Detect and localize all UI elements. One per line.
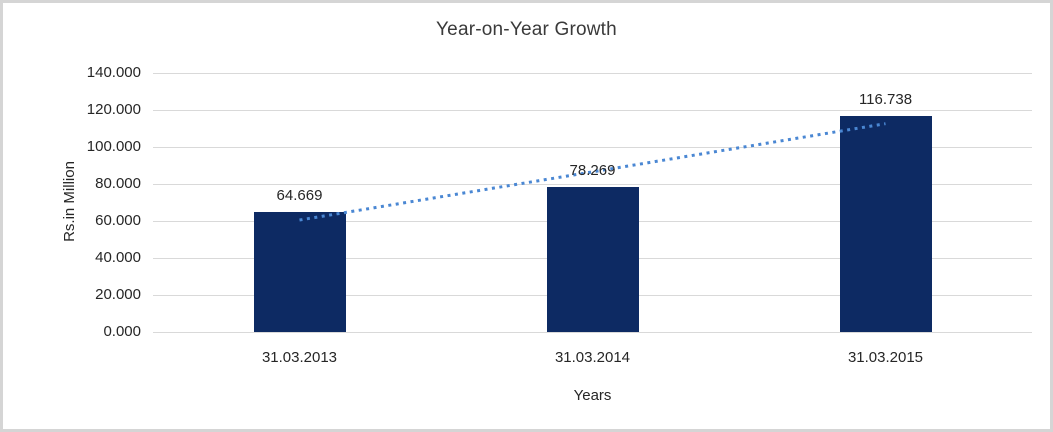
bar [253, 212, 346, 332]
y-tick-label: 80.000 [95, 175, 141, 192]
y-tick-label: 0.000 [103, 323, 141, 340]
y-tick-label: 120.000 [86, 101, 141, 118]
gridline [153, 72, 1032, 74]
x-tick-label: 31.03.2015 [847, 349, 924, 366]
x-tick-label: 31.03.2013 [261, 349, 338, 366]
y-axis-title-text: Rs.in Million [60, 161, 78, 242]
bar-data-label: 78.269 [569, 162, 616, 180]
x-axis-title: Years [573, 387, 612, 404]
y-tick-label: 40.000 [95, 249, 141, 266]
bar-data-label: 116.738 [858, 91, 913, 109]
gridline [153, 109, 1032, 111]
y-tick-label: 100.000 [86, 138, 141, 155]
y-tick-label: 60.000 [95, 212, 141, 229]
chart-title: Year-on-Year Growth [436, 19, 617, 40]
plot-area [153, 72, 1032, 333]
gridline [153, 331, 1032, 333]
bar-data-label: 64.669 [276, 187, 323, 205]
bar [546, 187, 639, 332]
x-tick-label: 31.03.2014 [554, 349, 631, 366]
y-tick-label: 140.000 [86, 64, 141, 81]
y-tick-label: 20.000 [95, 286, 141, 303]
bar [839, 116, 932, 332]
